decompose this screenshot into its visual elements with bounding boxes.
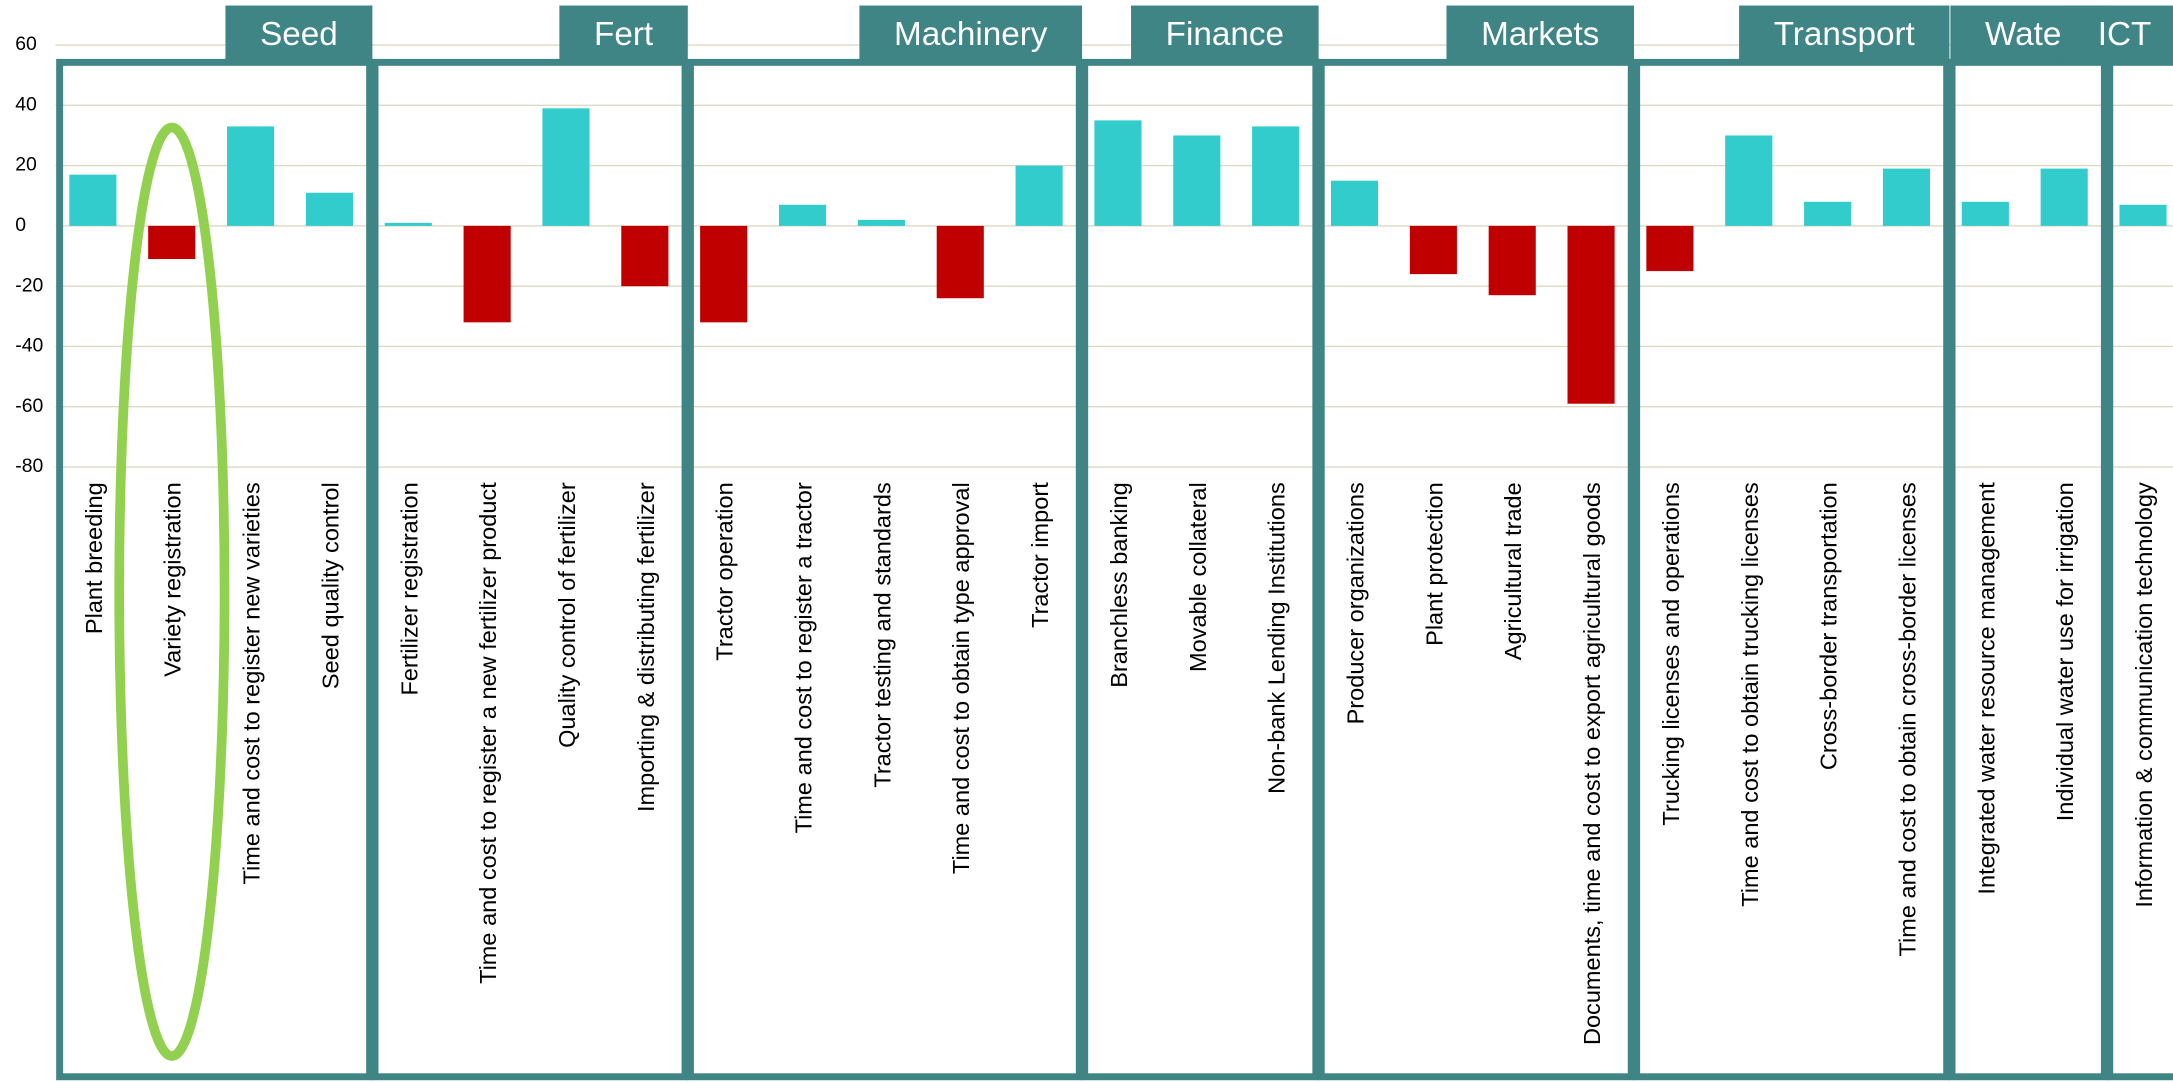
bar [463, 225, 511, 323]
bar [305, 192, 353, 226]
x-tick-label: Seed quality control [317, 482, 343, 689]
x-tick-label: Trucking licenses and operations [1658, 482, 1684, 825]
x-tick-label: Variety registration [160, 482, 186, 677]
bar [542, 108, 590, 226]
group-tab [559, 5, 688, 64]
x-tick-label: Integrated water resource management [1973, 482, 1999, 895]
x-tick-label: Time and cost to register a new fertiliz… [475, 482, 501, 984]
bar [1961, 201, 2009, 226]
bar [1804, 201, 1852, 226]
y-tick-label: -40 [15, 335, 43, 357]
bar [1330, 180, 1379, 226]
x-tick-label: Tractor operation [712, 482, 738, 660]
group-label: Markets [1481, 16, 1599, 53]
bar [1409, 225, 1457, 275]
x-tick-label: Non-bank Lending Institutions [1264, 482, 1290, 794]
group-label: Water [1985, 16, 2072, 53]
bar [69, 174, 117, 226]
x-tick-label: Time and cost to register new varieties [239, 482, 265, 884]
bar [1252, 126, 1300, 226]
bar [1015, 165, 1063, 226]
bar [700, 225, 748, 323]
group-tab [1131, 5, 1319, 64]
group-label: Fert [594, 16, 653, 53]
x-tick-label: Time and cost to obtain type approval [948, 482, 974, 874]
x-tick-label: Time and cost to register a tractor [791, 482, 817, 833]
group-label: Seed [260, 16, 338, 53]
y-tick-label: -80 [15, 455, 43, 477]
x-tick-label: Plant protection [1421, 482, 1447, 646]
x-tick-label: Documents, time and cost to export agric… [1579, 482, 1605, 1045]
x-tick-label: Plant breeding [81, 482, 107, 634]
bar [2040, 168, 2088, 226]
x-tick-label: Producer organizations [1343, 482, 1369, 724]
y-tick-label: 60 [15, 33, 37, 55]
group-tab [2063, 5, 2173, 64]
bar [778, 204, 827, 226]
bar [1882, 168, 1931, 226]
group-tab [1739, 5, 1950, 64]
group-tab [1446, 5, 1635, 64]
bar [2119, 204, 2167, 226]
highlight-ellipse [114, 122, 230, 1061]
x-tick-label: Importing & distributing fertilizer [633, 482, 659, 812]
group-label: Finance [1166, 16, 1284, 53]
bar [1094, 120, 1142, 226]
group-label: ICT [2098, 16, 2152, 53]
y-tick-label: -20 [15, 274, 43, 296]
grid: 60 40 20 0 -20 -40 -60 -80 [15, 33, 2173, 477]
x-tick-label: Cross-border transportation [1816, 482, 1842, 770]
bar [621, 225, 669, 287]
bar [1173, 135, 1221, 226]
y-tick-label: -60 [15, 395, 43, 417]
x-tick-label: Quality control of fertilizer [554, 482, 580, 748]
x-tick-label: Fertilizer registration [396, 482, 422, 695]
group-tab [225, 5, 373, 64]
x-tick-label: Agricultural trade [1500, 482, 1526, 660]
group-box [371, 58, 689, 1081]
bar [1488, 225, 1536, 296]
y-tick-label: 40 [15, 93, 37, 115]
x-tick-label: Tractor testing and standards [869, 482, 895, 787]
group-box [56, 58, 374, 1081]
y-tick-label: 0 [15, 214, 26, 236]
bar [1725, 135, 1773, 226]
bar [1567, 225, 1615, 404]
bar [384, 222, 432, 226]
bar [227, 126, 275, 226]
x-tick-label: Information & communication technology [2131, 482, 2157, 908]
x-tick-label: Branchless banking [1106, 482, 1132, 688]
x-tick-label: Tractor import [1027, 482, 1053, 628]
x-tick-label: Time and cost to obtain cross-border lic… [1894, 482, 1920, 956]
bar [857, 219, 905, 226]
x-tick-label: Movable collateral [1185, 482, 1211, 672]
x-tick-label: Time and cost to obtain trucking license… [1737, 482, 1763, 907]
group-label: Transport [1774, 16, 1915, 53]
x-tick-label: Individual water use for irrigation [2052, 482, 2078, 821]
bars: Plant breeding Variety registration Time a… [69, 108, 2167, 1045]
bar [148, 225, 196, 260]
bar [1646, 225, 1694, 272]
group-tab [859, 5, 1083, 64]
y-tick-label: 20 [15, 154, 37, 176]
bar [936, 225, 984, 299]
group-label: Machinery [894, 16, 1048, 53]
group-boxes: Seed Fert Machinery Finance Markets Transport… [56, 5, 2173, 1081]
